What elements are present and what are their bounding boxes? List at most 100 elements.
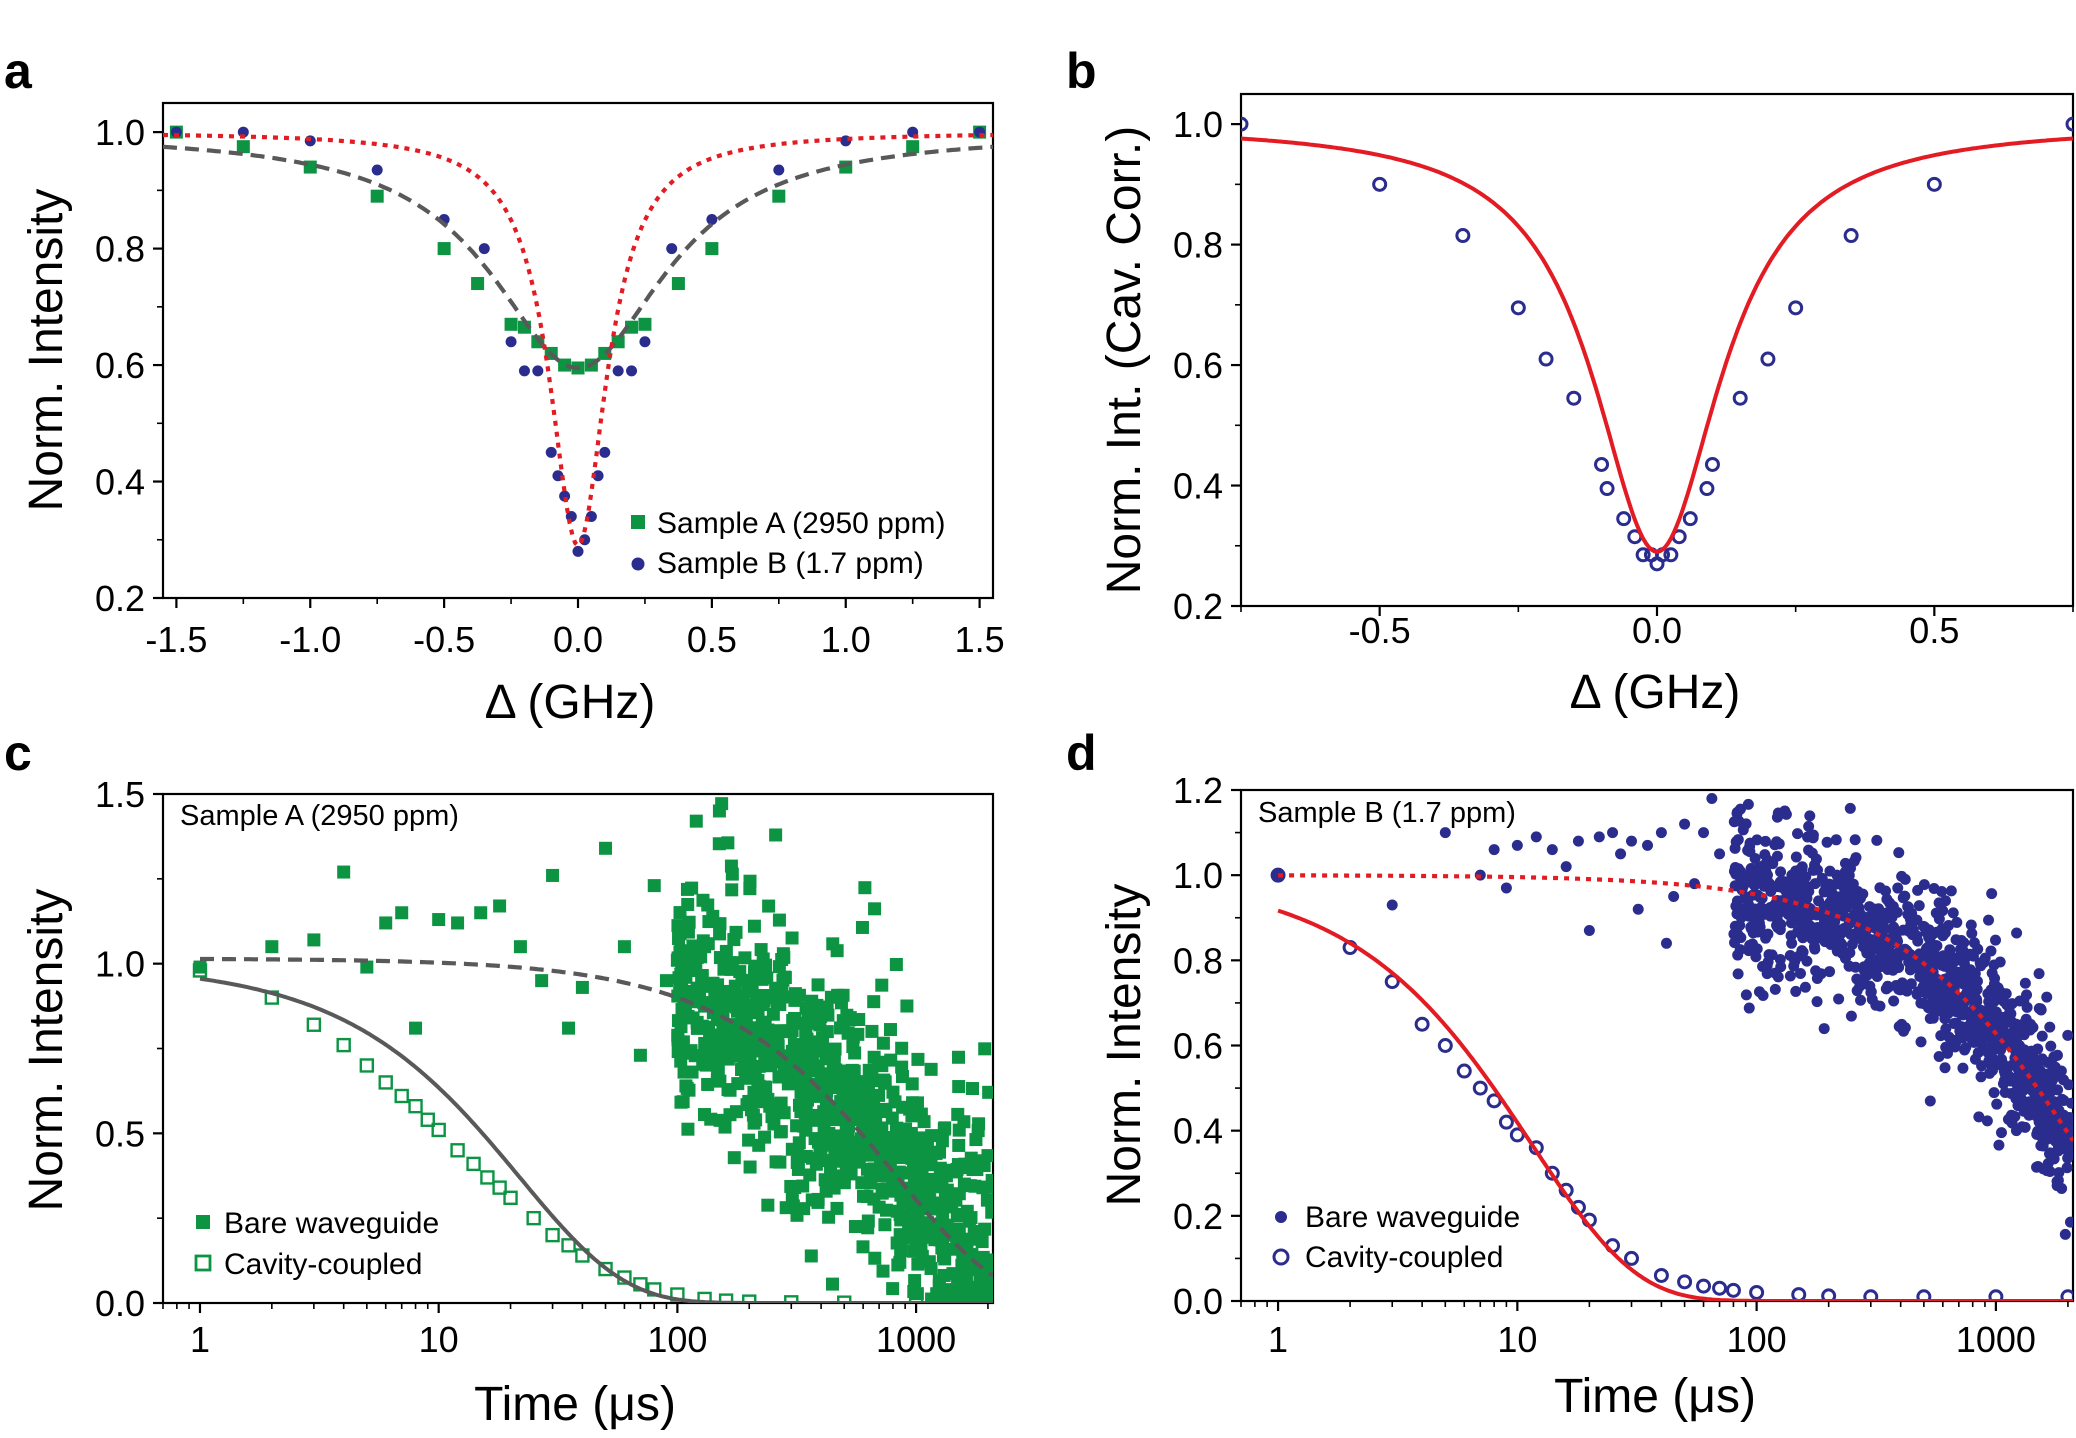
data-point [794,1043,808,1057]
data-point [769,828,783,842]
data-point [1714,848,1726,860]
data-point [878,1075,892,1089]
data-point [924,1062,938,1076]
data-point [957,1177,971,1191]
data-point [1732,834,1744,846]
data-point [735,973,749,987]
data-point [558,358,572,372]
panel-b-marks [1241,116,2073,572]
data-point [1871,834,1883,846]
data-point [786,1013,800,1027]
data-point [2058,1109,2070,1121]
data-point [890,1204,904,1218]
data-point [829,1113,843,1127]
data-point [928,1172,942,1186]
data-point [639,336,651,348]
data-point [1712,1280,1728,1296]
data-point [1566,390,1582,406]
data-point [952,1050,966,1064]
data-point [1968,937,1980,949]
data-point [852,1093,866,1107]
data-point [981,1149,993,1163]
data-point [1824,966,1836,978]
data-point [752,1138,766,1152]
data-point [1737,824,1749,836]
y-tick-label: 0.6 [95,345,145,386]
data-point [626,365,638,377]
data-point [409,1021,423,1035]
data-point [962,1254,976,1268]
data-point [893,1228,907,1242]
data-point [825,1277,839,1291]
data-point [868,1113,882,1127]
legend-d-label-bare: Bare waveguide [1305,1201,1520,1234]
data-point [690,950,704,964]
panel-d-ylabel: Norm. Intensity [1098,884,1151,1207]
data-point [846,1075,860,1089]
data-point [888,1095,902,1109]
data-point [2021,989,2033,1001]
data-point [980,1193,993,1207]
panel-a-ylabel: Norm. Intensity [20,189,73,512]
data-point [775,983,789,997]
data-point [1844,802,1856,814]
data-point [906,140,920,154]
data-point [1773,838,1785,850]
data-point [561,1238,576,1253]
data-point [743,1160,757,1174]
data-point [2011,1021,2023,1033]
data-point [638,317,652,331]
data-point [1821,836,1833,848]
data-point [1696,1278,1712,1294]
data-point [1850,961,1862,973]
data-point [1883,957,1895,969]
data-point [953,1267,967,1281]
data-point [1790,851,1802,863]
data-point [834,1095,848,1109]
data-point [1731,808,1743,820]
data-point [952,1123,966,1137]
data-point [1806,847,1818,859]
data-point [2005,1075,2017,1087]
data-point [933,1233,947,1247]
data-point [633,1048,647,1062]
fit-curve [1241,136,2073,554]
data-point [1731,895,1743,907]
data-point [924,1261,938,1275]
y-tick-label: 0.2 [1173,1196,1223,1237]
data-point [875,1162,889,1176]
data-point [432,913,446,927]
data-point [727,1027,741,1041]
data-point [471,277,485,291]
data-point [1771,913,1783,925]
data-point [659,974,673,988]
panel-d-annotation: Sample B (1.7 ppm) [1258,797,1516,829]
data-point [910,1230,924,1244]
data-point [887,1144,901,1158]
data-point [1730,868,1742,880]
data-point [1538,351,1554,367]
data-point [1893,847,1905,859]
data-point [1836,924,1848,936]
x-tick-label: 1000 [1956,1319,2036,1360]
data-point [1836,945,1848,957]
data-point [1973,1111,1985,1123]
data-point [592,470,604,482]
y-tick-label: 1.0 [95,112,145,153]
data-point [1868,909,1880,921]
data-point [738,951,752,965]
data-point [1874,957,1886,969]
data-point [922,1198,936,1212]
data-point [884,1134,898,1148]
data-point [786,1199,800,1213]
data-point [1843,228,1859,244]
data-point [503,1190,518,1206]
data-point [698,940,712,954]
data-point [900,999,914,1013]
legend-d-label-cavity: Cavity-coupled [1305,1241,1503,1274]
data-point [1854,924,1866,936]
data-point [855,920,869,934]
data-point [1954,1025,1966,1037]
data-point [1472,1080,1488,1096]
data-point [1725,1282,1741,1298]
